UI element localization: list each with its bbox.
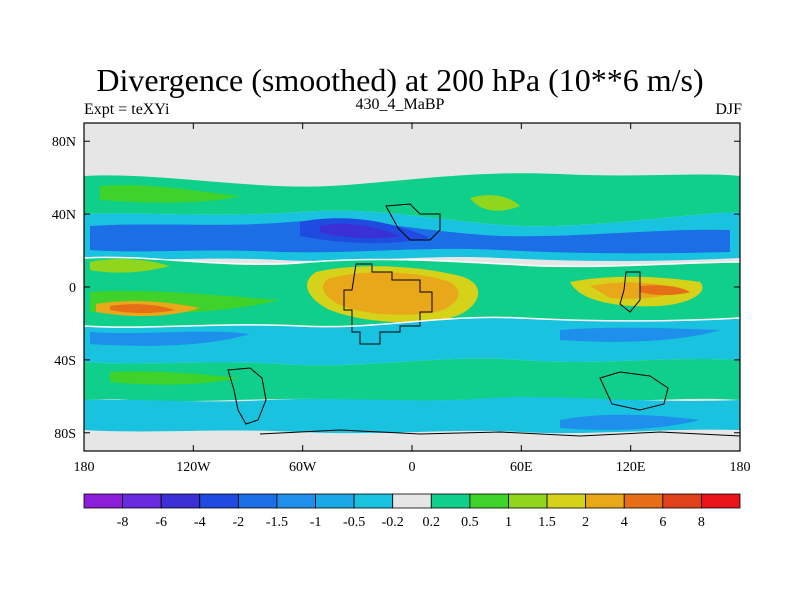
run-label: 430_4_MaBP: [355, 96, 445, 113]
colorbar-label: 6: [659, 515, 666, 530]
x-axis: 180 120W 60W 0 60E 120E 180: [74, 123, 751, 475]
contour-pos-north-core2: [470, 195, 520, 211]
contour-pos-south-band: [84, 358, 740, 402]
colorbar-label: -1: [310, 515, 322, 530]
season-label: DJF: [715, 101, 742, 118]
colorbar-label: 2: [582, 515, 589, 530]
colorbar-swatch: [122, 493, 162, 509]
colorbar-label: -8: [117, 515, 129, 530]
y-tick-label: 40S: [54, 354, 76, 369]
x-tick-label: 120W: [176, 460, 211, 475]
contour-pos-south-core: [110, 371, 240, 385]
x-tick-label: 120E: [616, 460, 646, 475]
field-layer: [84, 123, 740, 451]
x-tick-label: 60W: [289, 460, 317, 475]
contour-pos-north-band: [84, 173, 740, 227]
coastline-australia: [599, 371, 669, 411]
colorbar-label: -4: [194, 515, 206, 530]
colorbar-label: 4: [621, 515, 628, 530]
colorbar-swatch: [430, 493, 471, 509]
colorbar-swatch: [469, 493, 509, 509]
colorbar-label: 0.5: [461, 515, 479, 530]
colorbar-label: -1.5: [266, 515, 288, 530]
coastline-indonesia: [619, 271, 641, 313]
colorbar-label: -0.2: [382, 515, 404, 530]
coastline-antarctica: [259, 429, 740, 437]
colorbar-swatch: [392, 493, 432, 509]
colorbar-swatch: [662, 493, 702, 509]
colorbar-label: 1.5: [538, 515, 556, 530]
colorbar-swatch: [199, 493, 239, 509]
map-title: Divergence (smoothed) at 200 hPa (10**6 …: [96, 62, 704, 98]
x-tick-label: 60E: [510, 460, 533, 475]
colorbar-label: -0.5: [343, 515, 365, 530]
colorbar-swatch: [701, 493, 741, 509]
coastline-south-america: [227, 367, 267, 425]
colorbar-label: 1: [505, 515, 512, 530]
x-tick-label: 180: [74, 460, 95, 475]
colorbar-swatch: [160, 493, 201, 509]
contour-pos-west-red: [110, 304, 175, 313]
colorbar-label: 0.2: [423, 515, 441, 530]
contour-pos-north-pacific-yellow: [90, 259, 170, 273]
y-tick-label: 80N: [52, 135, 76, 150]
colorbar-swatch: [585, 493, 625, 509]
contour-pos-north-core: [100, 185, 240, 203]
x-tick-label: 0: [409, 460, 416, 475]
contour-neg-far-south-core: [560, 414, 700, 430]
coastline-africa: [343, 263, 433, 345]
colorbar-swatch: [237, 493, 278, 509]
contour-pos-africa-orange: [323, 272, 459, 315]
y-tick-label: 80S: [54, 427, 76, 442]
x-tick-label: 180: [730, 460, 751, 475]
zero-contours: [84, 256, 740, 328]
y-tick-label: 0: [69, 281, 76, 296]
colorbar-swatch: [83, 493, 123, 509]
colorbar-swatch: [353, 493, 394, 509]
colorbar-swatch: [276, 493, 316, 509]
colorbar-swatch: [546, 493, 587, 509]
y-tick-label: 40N: [52, 208, 76, 223]
colorbar-swatch: [623, 493, 664, 509]
colorbar-label: 8: [698, 515, 705, 530]
coastline-asia: [385, 203, 441, 241]
contour-neg-south-mid2: [560, 327, 720, 342]
contour-pos-pacific-red: [640, 285, 690, 295]
contour-neg-north-core2: [320, 223, 400, 239]
y-axis: 80N 40N 0 40S 80S: [52, 135, 740, 442]
colorbar-swatch: [508, 493, 548, 509]
colorbar-label: -6: [155, 515, 167, 530]
experiment-label: Expt = teXYi: [84, 101, 170, 118]
contour-neg-south-mid: [90, 331, 250, 346]
colorbar-swatch: [315, 493, 355, 509]
colorbar-label: -2: [233, 515, 245, 530]
coastlines: [227, 203, 740, 437]
colorbar: -8 -6 -4 -2 -1.5 -1 -0.5 -0.2 0.2 0.5 1 1.5 2 4 6 8: [83, 493, 741, 530]
